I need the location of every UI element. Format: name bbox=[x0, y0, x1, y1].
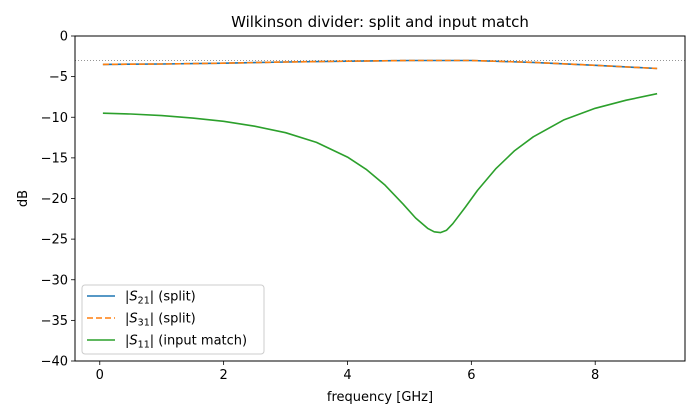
y-tick-label: −30 bbox=[41, 273, 68, 288]
series-line-s11 bbox=[102, 92, 658, 234]
y-tick-label: −25 bbox=[41, 233, 68, 248]
chart-title: Wilkinson divider: split and input match bbox=[231, 13, 529, 31]
series-line-s31 bbox=[102, 59, 658, 70]
legend-label-s21: |S21| (split) bbox=[125, 290, 196, 307]
y-tick-label: −20 bbox=[41, 192, 68, 207]
x-axis-label: frequency [GHz] bbox=[327, 390, 433, 405]
y-tick-label: −15 bbox=[41, 151, 68, 166]
y-axis-label: dB bbox=[16, 190, 31, 207]
plot-area bbox=[75, 59, 685, 234]
legend-label-s11: |S11| (input match) bbox=[125, 334, 247, 351]
x-tick-label: 6 bbox=[467, 368, 475, 383]
x-tick-label: 2 bbox=[219, 368, 227, 383]
x-tick-label: 8 bbox=[591, 368, 599, 383]
x-tick-label: 0 bbox=[96, 368, 104, 383]
legend-box bbox=[81, 284, 265, 355]
axis-ticks: 0 2 4 6 8 0 −5 −10 −15 −20 −25 −30 −35 −40 bbox=[41, 30, 600, 384]
y-tick-label: −10 bbox=[41, 111, 68, 126]
y-tick-label: 0 bbox=[60, 30, 68, 45]
y-tick-label: −35 bbox=[41, 314, 68, 329]
legend-label-s31: |S31| (split) bbox=[125, 312, 196, 329]
x-tick-label: 4 bbox=[343, 368, 351, 383]
y-tick-label: −40 bbox=[41, 355, 68, 370]
y-tick-label: −5 bbox=[49, 70, 68, 85]
legend: |S21| (split) |S31| (split) |S11| (input m… bbox=[81, 284, 265, 355]
